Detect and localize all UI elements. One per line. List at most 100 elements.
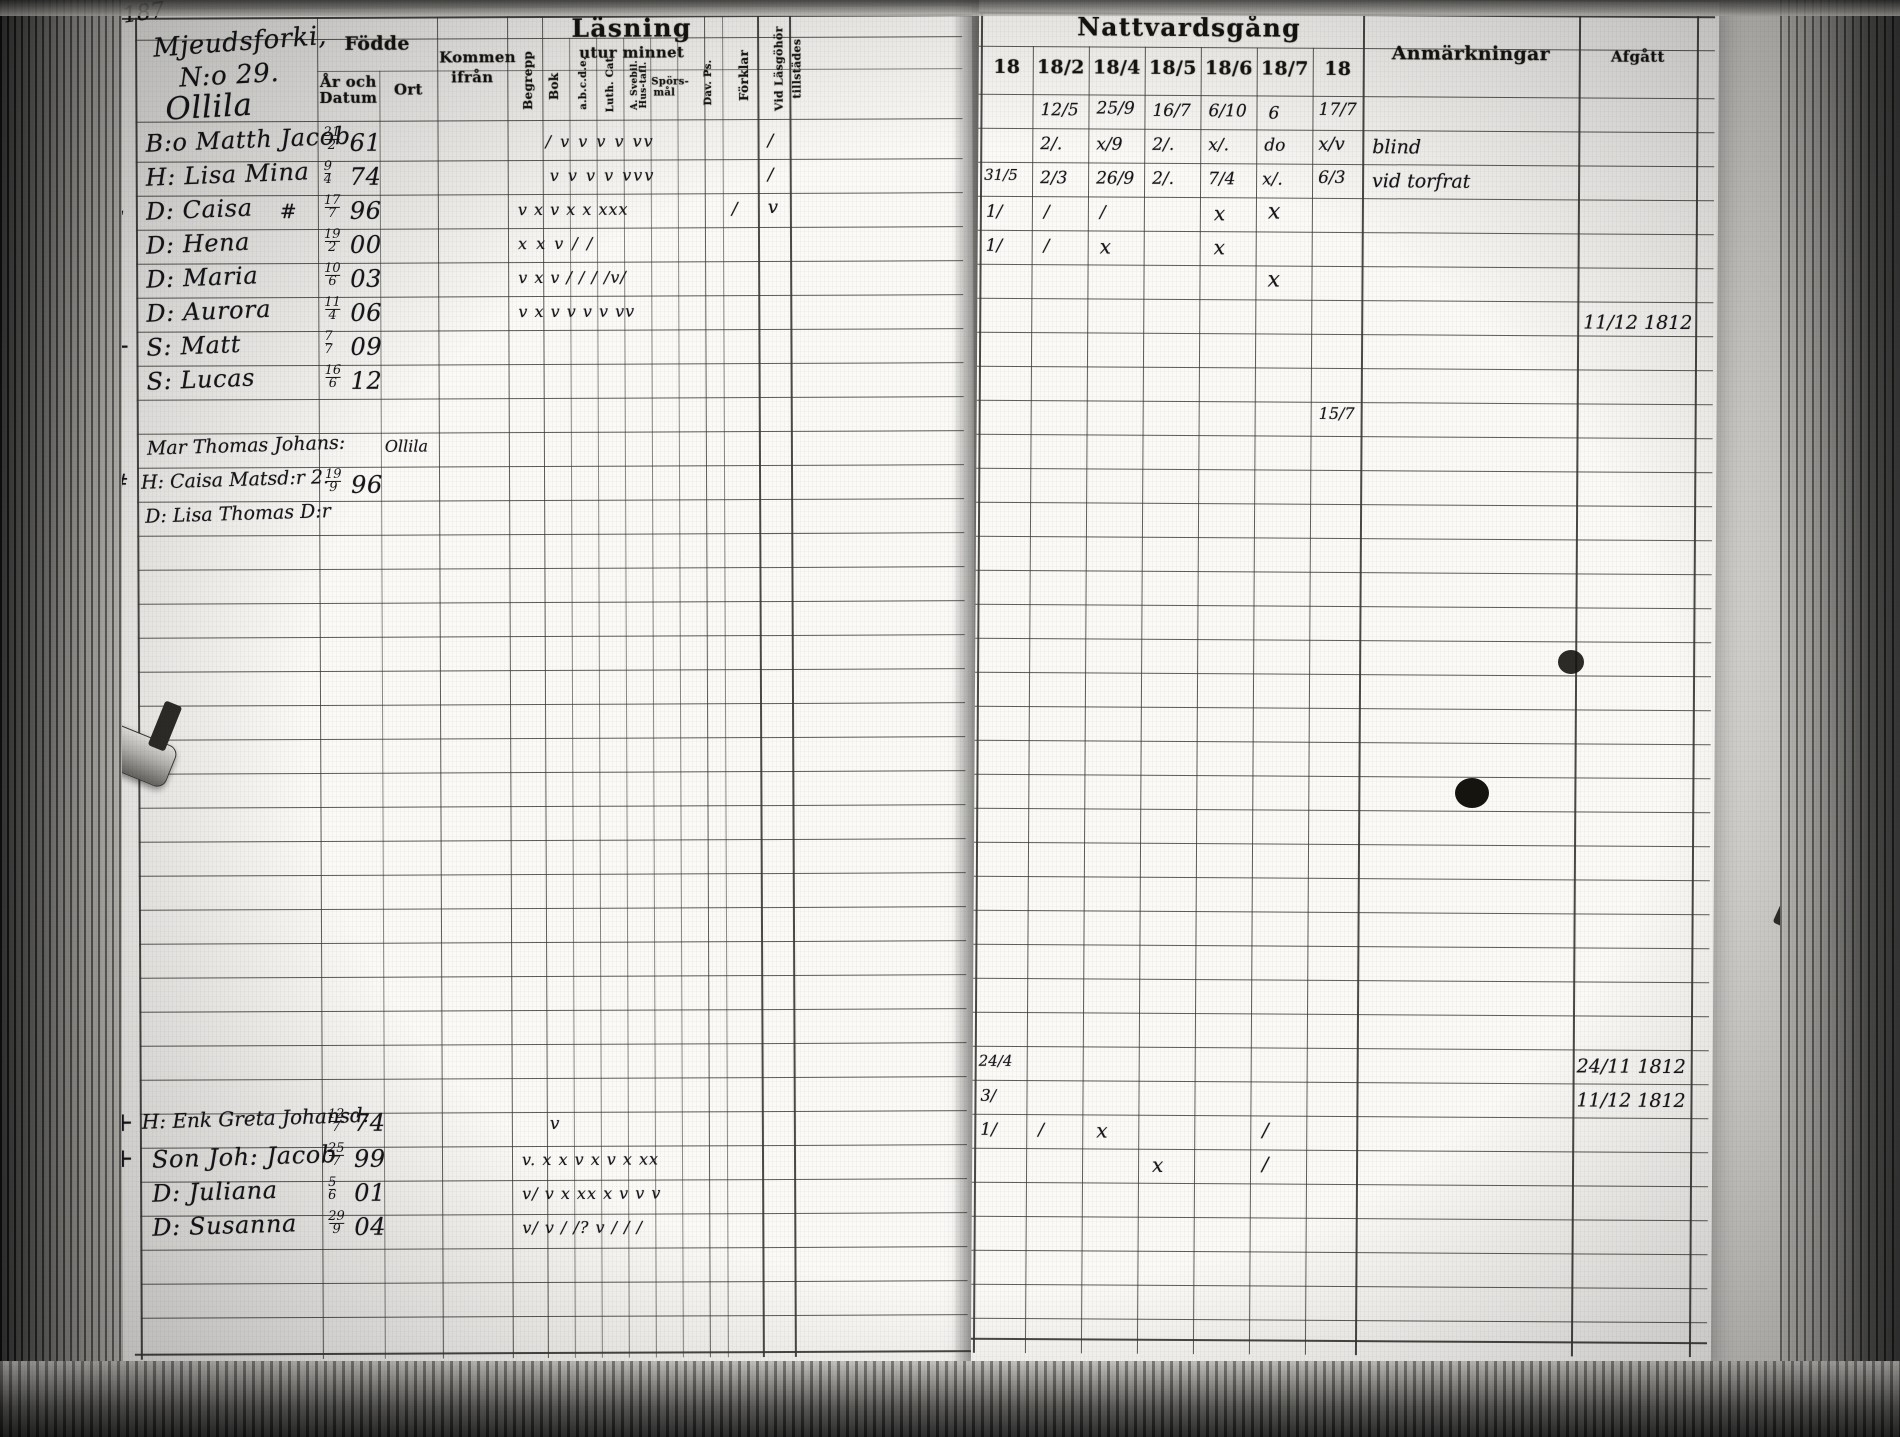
year-col-1: 18/2 (1036, 56, 1085, 79)
communion-cell: 6/10 (1208, 101, 1247, 122)
birth-month: 7 (324, 341, 333, 357)
header-vid-lasgohor: Vid Läsgöhör (772, 26, 786, 112)
lower-row-birthdate: 29 9 (328, 1209, 345, 1237)
lower-row-birthyear: 04 (354, 1212, 387, 1241)
header-sub-bok: Bok (546, 72, 562, 100)
communion-cell: 17/7 (1318, 99, 1357, 121)
communion-cell: x (1267, 199, 1281, 225)
lower-row-birthyear: 99 (353, 1144, 386, 1173)
row-birthyear: 61 (349, 128, 382, 157)
lower-row-name: Son Joh: Jacob (151, 1140, 338, 1174)
communion-cell: 2/. (1152, 134, 1175, 155)
lower-communion-cell: 1/ (980, 1119, 997, 1140)
row-name: S: Lucas (146, 363, 256, 396)
header-sub-svebil: A. Svebil. Hus-tafl. (629, 60, 650, 111)
communion-cell: x (1213, 201, 1226, 226)
afgatt-cell: 11/12 1812 (1583, 311, 1693, 335)
year-col-4: 18/6 (1204, 57, 1253, 80)
row-vid-lasgohor: / (767, 165, 774, 186)
household-name: Ollila (164, 86, 254, 128)
row-birthyear: 06 (350, 298, 383, 327)
birth-month: 9 (329, 479, 338, 495)
header-forklar: Förklar (736, 49, 752, 102)
lower-communion-cell: / (1038, 1120, 1045, 1141)
lower-row-birthdate: 25 7 (328, 1141, 345, 1169)
remark-note: vid torfrat (1372, 170, 1471, 193)
communion-cell: 26/9 (1096, 168, 1135, 189)
communion-cell: 2/. (1152, 168, 1175, 189)
row-lasning: x x v / / (517, 233, 595, 254)
row-name: D: Hena (145, 227, 251, 260)
lower-row-lasning: v/ v / /? v / / / (522, 1217, 643, 1238)
right-page: Nattvardsgång Anmärkningar Afgått 18 18/… (970, 0, 1720, 1378)
scan-edge-left (0, 0, 122, 1437)
header-nattvardsgang: Nattvardsgång (1077, 12, 1302, 43)
communion-cell: / (1099, 202, 1106, 223)
lower-row-birthyear: 74 (353, 1108, 386, 1137)
communion-cell: 7/4 (1208, 169, 1236, 190)
row-birthdate: 16 6 (325, 363, 342, 391)
right-page-grid (971, 0, 1719, 1377)
row-name: D: Maria (145, 261, 259, 294)
row-birthyear: 09 (350, 332, 383, 361)
lower-row-lasning: v/ v x xx x v v v (522, 1183, 662, 1204)
year-col-6: 18 (1324, 57, 1352, 81)
lower-communion-cell: 3/ (980, 1085, 997, 1105)
row-birthyear: 03 (350, 264, 382, 293)
communion-cell: 1/ (985, 201, 1003, 222)
communion-cell: x (1267, 267, 1280, 293)
lower-communion-cell: x (1096, 1118, 1108, 1143)
header-sub-abc: a.b.c.d.e. (577, 56, 590, 110)
row-birthdate: 10 6 (324, 261, 341, 289)
communion-cell: 25/9 (1096, 98, 1135, 119)
lower-communion-cell: x (1152, 1152, 1164, 1177)
row-name: D: Aurora (145, 294, 272, 328)
communion-cell: x/v (1318, 133, 1345, 155)
communion-cell: 1/ (985, 235, 1003, 256)
header-sub-davps: Dav. Ps. (702, 59, 715, 106)
header-begrepp: Begrepp (520, 50, 536, 110)
communion-cell: 16/7 (1152, 100, 1191, 122)
header-kommen: Kommen (439, 48, 516, 67)
communion-cell: 6 (1268, 103, 1280, 124)
communion-cell: 31/5 (984, 165, 1018, 184)
communion-cell: 12/5 (1040, 100, 1079, 121)
lower-row-lasning: v. x x v x v x xx (521, 1149, 660, 1170)
header-lasning: Läsning (571, 13, 692, 43)
communion-cell: / (1043, 202, 1050, 223)
birth-month: 2 (328, 239, 337, 255)
hole-punch-mark-right (1558, 650, 1584, 674)
scan-edge-bottom (0, 1361, 1900, 1437)
row-birthyear: 12 (350, 366, 383, 395)
communion-cell: 2/. (1040, 134, 1063, 155)
communion-cell: x/. (1208, 135, 1230, 156)
birth-month: 7 (332, 1153, 341, 1169)
year-col-3: 18/5 (1148, 56, 1197, 80)
scan-edge-top (0, 0, 1900, 16)
remark-note: blind (1372, 136, 1422, 159)
birth-month: 6 (328, 273, 337, 289)
communion-cell: x/9 (1096, 134, 1123, 155)
lower-communion-cell: / (1262, 1119, 1269, 1142)
row-birthdate: 19 2 (324, 227, 341, 255)
header-fodde: Födde (344, 32, 410, 55)
birth-month: 7 (331, 1119, 341, 1135)
communion-cell: x (1213, 235, 1226, 260)
lower-row-name: D: Susanna (151, 1209, 298, 1242)
row-lasning: v x v v v v vv (518, 301, 636, 322)
row-birthyear: 96 (351, 470, 383, 499)
communion-cell: x (1099, 234, 1112, 259)
row-marker-hash: # (279, 199, 297, 224)
row-birthdate: 19 9 (325, 467, 342, 495)
header-sub-luther: Luth. Cat. (604, 53, 617, 113)
communion-cell: x/. (1262, 169, 1283, 190)
lower-row-lasning: v (549, 1113, 560, 1134)
year-col-2: 18/4 (1092, 56, 1141, 79)
left-page: Läsning utur minnet Födde År och Datum O… (108, 0, 979, 1390)
scan-edge-right (1780, 0, 1900, 1437)
lower-row-birthyear: 01 (354, 1178, 386, 1207)
